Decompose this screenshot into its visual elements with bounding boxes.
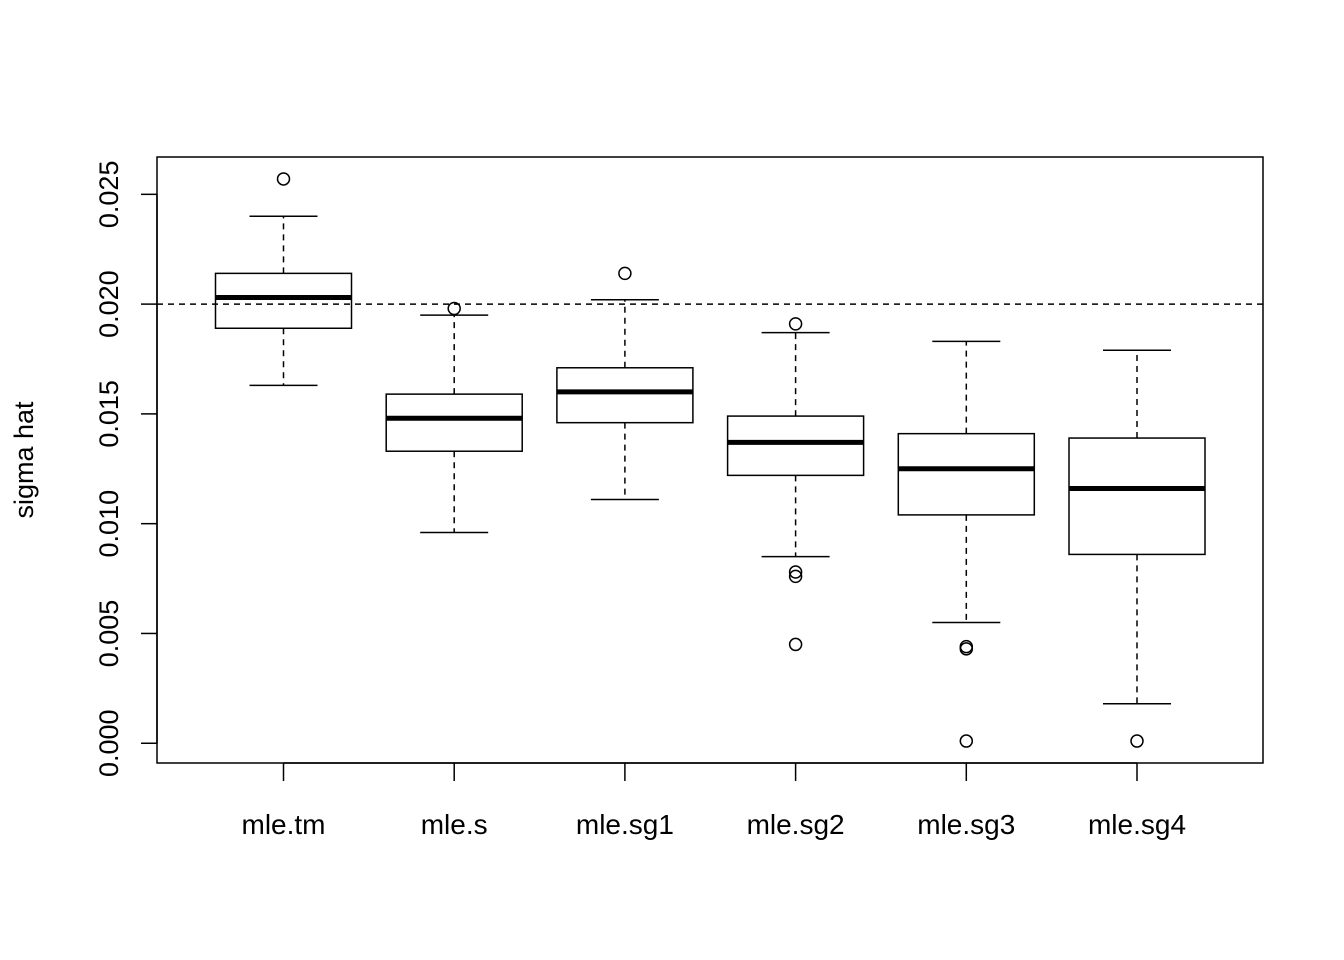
y-axis: 0.000 0.005 0.010 0.015 0.020 0.025 [94,161,158,777]
x-tick-label: mle.tm [242,809,326,840]
plot-frame [156,156,1264,764]
box-mle.sg2 [726,317,865,652]
x-tick-label: mle.sg3 [917,809,1015,840]
outlier-point [959,642,974,656]
box-mle.s [385,301,523,534]
outlier-point [788,569,803,584]
box-mle.tm [214,172,353,387]
outlier-point [618,266,632,281]
y-tick-label: 0.000 [94,709,124,777]
outlier-point [959,734,974,748]
outlier-point [788,317,803,331]
y-tick-label: 0.015 [94,380,124,448]
outlier-point [788,637,803,652]
y-tick-label: 0.025 [94,161,124,229]
y-tick-label: 0.020 [94,270,124,338]
outlier-point [276,172,291,186]
box-iqr [897,432,1036,516]
box-iqr [214,272,353,330]
x-tick-label: mle.sg1 [576,809,674,840]
outlier-point [788,565,803,579]
box-iqr [1068,437,1206,556]
outlier-point [1130,734,1144,748]
x-tick-label: mle.sg2 [747,809,845,840]
x-tick-label: mle.s [421,809,488,840]
box-iqr [556,367,694,424]
boxes-group [214,172,1206,748]
box-iqr [385,393,523,452]
box-mle.sg4 [1068,349,1206,748]
y-tick-label: 0.005 [94,600,124,668]
box-iqr [726,415,865,477]
y-tick-label: 0.010 [94,490,124,558]
box-mle.sg3 [897,340,1036,748]
box-mle.sg1 [556,266,694,501]
x-axis: mle.tm mle.s mle.sg1 mle.sg2 mle.sg3 mle.sg4 [242,762,1186,840]
x-tick-label: mle.sg4 [1088,809,1186,840]
outlier-point [447,301,461,316]
y-axis-label: sigma hat [9,401,39,519]
